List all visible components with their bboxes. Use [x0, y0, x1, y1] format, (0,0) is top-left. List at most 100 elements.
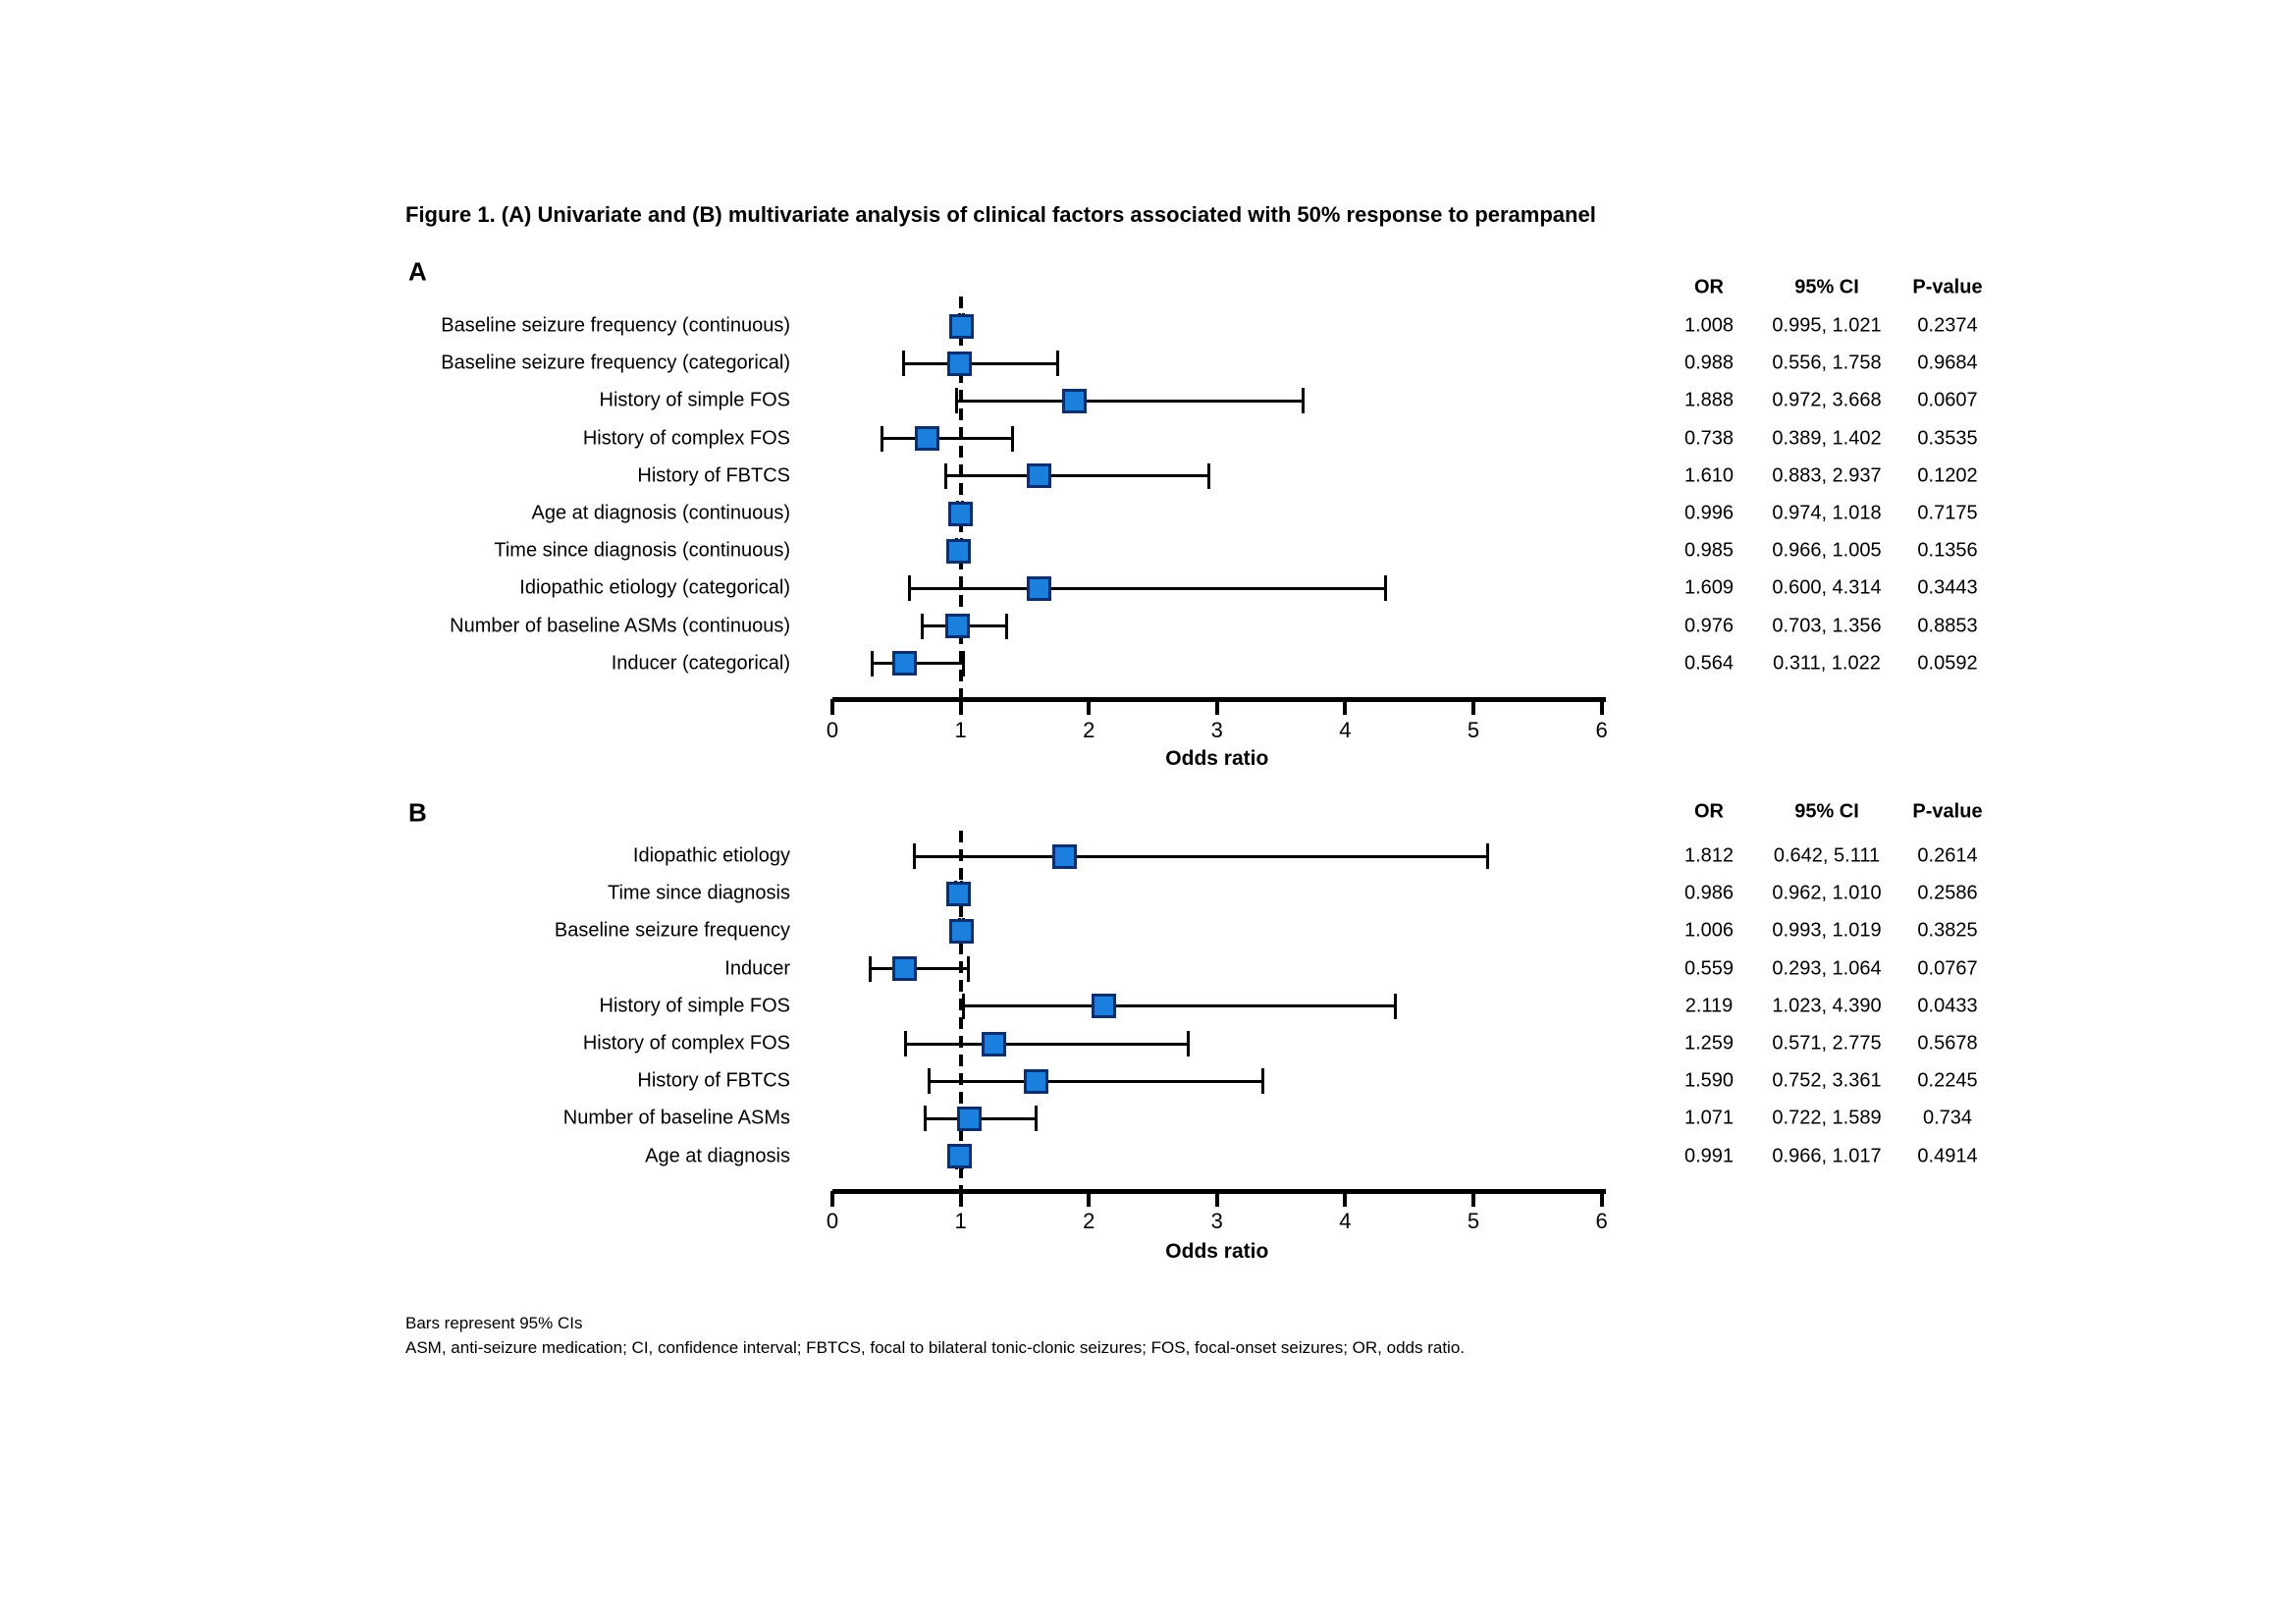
axis-tick-label: 0: [826, 718, 839, 742]
table-cell-or: 0.976: [1683, 615, 1735, 637]
axis-tick: [830, 1191, 834, 1207]
axis-tick-label: 5: [1467, 1209, 1480, 1233]
table-cell-p: 0.4914: [1917, 1145, 1978, 1167]
or-marker: [946, 1144, 972, 1169]
x-axis-title: Odds ratio: [1165, 1240, 1269, 1263]
table-cell-or: 0.986: [1683, 882, 1735, 904]
or-marker: [891, 956, 917, 982]
table-cell-ci: 0.293, 1.064: [1772, 957, 1882, 980]
table-cell-ci: 0.752, 3.361: [1772, 1069, 1882, 1092]
column-header-ci: 95% CI: [1794, 800, 1859, 823]
or-marker: [1052, 843, 1078, 869]
table-cell-p: 0.0607: [1917, 389, 1978, 411]
table-cell-p: 0.3535: [1917, 427, 1978, 450]
error-bar-cap-right: [1207, 462, 1211, 489]
error-bar-cap-right: [1186, 1031, 1190, 1056]
row-label: Time since diagnosis: [607, 882, 790, 904]
table-cell-ci: 0.556, 1.758: [1772, 352, 1882, 374]
table-cell-p: 0.0592: [1917, 652, 1978, 675]
table-cell-p: 0.2245: [1917, 1069, 1978, 1092]
table-cell-ci: 0.962, 1.010: [1772, 882, 1882, 904]
axis-tick-label: 4: [1339, 1209, 1352, 1233]
error-bar: [956, 399, 1304, 403]
table-cell-ci: 0.966, 1.017: [1772, 1145, 1882, 1167]
or-marker: [957, 1106, 983, 1131]
row-label: Time since diagnosis (continuous): [494, 539, 790, 562]
error-bar: [929, 1079, 1263, 1083]
or-marker: [947, 501, 973, 526]
or-marker: [1024, 1068, 1049, 1094]
error-bar-cap-left: [955, 388, 959, 414]
axis-tick: [1087, 1191, 1092, 1207]
table-cell-ci: 0.600, 4.314: [1772, 576, 1882, 599]
row-label: Inducer: [724, 957, 790, 980]
column-header-or: OR: [1694, 276, 1724, 298]
table-cell-p: 0.3443: [1917, 576, 1978, 599]
axis-tick: [1471, 1191, 1475, 1207]
table-cell-p: 0.9684: [1917, 352, 1978, 374]
table-cell-ci: 0.722, 1.589: [1772, 1107, 1882, 1129]
or-marker: [914, 426, 939, 452]
axis-tick-label: 5: [1467, 718, 1480, 742]
table-cell-ci: 0.966, 1.005: [1772, 539, 1882, 562]
error-bar-cap-right: [961, 650, 965, 677]
row-label: Baseline seizure frequency: [554, 919, 790, 942]
error-bar: [914, 854, 1488, 858]
or-marker: [981, 1031, 1006, 1056]
table-cell-or: 0.738: [1683, 427, 1735, 450]
table-cell-ci: 0.974, 1.018: [1772, 502, 1882, 524]
axis-tick: [958, 699, 963, 715]
error-bar: [945, 474, 1209, 478]
table-cell-or: 0.985: [1683, 539, 1735, 562]
column-header-pvalue: P-value: [1912, 800, 1983, 823]
axis-tick: [1599, 699, 1604, 715]
row-label: Idiopathic etiology (categorical): [519, 576, 790, 599]
error-bar-cap-right: [1301, 388, 1305, 414]
axis-tick-label: 1: [954, 1209, 967, 1233]
axis-tick: [1471, 699, 1475, 715]
or-marker: [1026, 463, 1051, 489]
table-cell-p: 0.1202: [1917, 464, 1978, 487]
error-bar-cap-right: [1056, 351, 1060, 377]
axis-tick: [958, 1191, 963, 1207]
error-bar-cap-left: [881, 425, 884, 452]
table-cell-ci: 0.571, 2.775: [1772, 1032, 1882, 1055]
table-cell-or: 1.590: [1683, 1069, 1735, 1092]
axis-tick: [1343, 699, 1348, 715]
reference-line: [958, 831, 963, 1191]
error-bar-cap-right: [1383, 575, 1387, 602]
axis-tick-label: 4: [1339, 718, 1352, 742]
reference-line: [958, 297, 963, 699]
table-cell-p: 0.2374: [1917, 314, 1978, 337]
table-cell-ci: 0.993, 1.019: [1772, 919, 1882, 942]
table-cell-or: 0.564: [1683, 652, 1735, 675]
column-header-pvalue: P-value: [1912, 276, 1983, 298]
error-bar-cap-right: [1035, 1106, 1039, 1132]
table-cell-p: 0.3825: [1917, 919, 1978, 942]
x-axis-title: Odds ratio: [1165, 747, 1269, 770]
error-bar: [872, 662, 964, 666]
error-bar: [905, 1042, 1189, 1046]
table-cell-ci: 0.311, 1.022: [1773, 652, 1881, 675]
or-marker: [946, 351, 972, 376]
row-label: Baseline seizure frequency (continuous): [441, 314, 790, 337]
table-cell-p: 0.2614: [1917, 844, 1978, 867]
table-cell-p: 0.7175: [1917, 502, 1978, 524]
figure-title: Figure 1. (A) Univariate and (B) multiva…: [405, 202, 1596, 227]
or-marker: [1062, 388, 1088, 413]
error-bar-cap-left: [871, 650, 875, 677]
axis-tick-label: 1: [954, 718, 967, 742]
axis-tick-label: 2: [1083, 1209, 1095, 1233]
axis-tick: [1214, 1191, 1219, 1207]
axis-tick-label: 6: [1595, 718, 1608, 742]
table-cell-p: 0.2586: [1917, 882, 1978, 904]
axis-tick: [1599, 1191, 1604, 1207]
or-marker: [1092, 994, 1117, 1019]
axis-tick-label: 6: [1595, 1209, 1608, 1233]
table-cell-or: 1.006: [1683, 919, 1735, 942]
row-label: History of simple FOS: [599, 995, 790, 1017]
table-cell-or: 0.991: [1683, 1145, 1735, 1167]
row-label: Number of baseline ASMs (continuous): [450, 615, 790, 637]
or-marker: [1026, 575, 1051, 601]
table-cell-or: 1.071: [1683, 1107, 1735, 1129]
